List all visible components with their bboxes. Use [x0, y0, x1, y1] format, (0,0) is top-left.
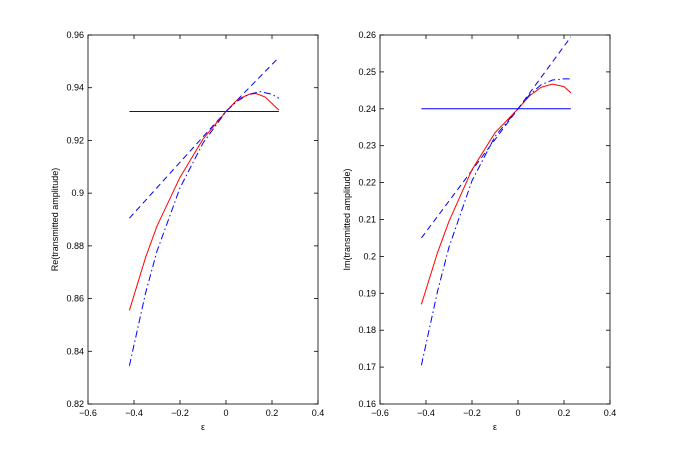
x-tick-label: −0.6	[371, 408, 389, 418]
x-axis-label: ε	[201, 422, 205, 432]
x-tick-label: −0.6	[79, 408, 97, 418]
series-line-dashdot-3	[420, 78, 571, 366]
y-tick-label: 0.25	[358, 67, 376, 77]
series-line-dashdot-3	[128, 91, 280, 366]
y-tick-label: 0.19	[358, 288, 376, 298]
im-amplitude-panel: −0.6 −0.4 −0.2 0 0.2 0.4 0.16 0.17 0.18 0.19 0.2 0.…	[342, 30, 616, 432]
x-tick-label: 0.4	[604, 408, 617, 418]
y-tick-label: 0.9	[71, 188, 84, 198]
x-axis-label: ε	[493, 422, 497, 432]
x-tick-label: 0.2	[266, 408, 279, 418]
x-tick-label: 0.4	[312, 408, 325, 418]
y-tick-label: 0.2	[363, 251, 376, 261]
y-tick-label: 0.26	[358, 30, 376, 40]
x-tick-label: 0	[515, 408, 520, 418]
y-tick-label: 0.23	[358, 141, 376, 151]
y-tick-label: 0.21	[358, 215, 376, 225]
y-axis-label: Re(transmitted amplitude)	[50, 168, 60, 272]
y-tick-label: 0.16	[358, 399, 376, 409]
series-line-solid-2	[128, 93, 280, 311]
y-axis-label: Im(transmitted amplitude)	[342, 168, 352, 270]
y-tick-label: 0.94	[66, 83, 84, 93]
x-tick-label: 0.2	[558, 408, 571, 418]
y-tick-label: 0.96	[66, 30, 84, 40]
y-tick-label: 0.17	[358, 362, 376, 372]
re-amplitude-panel: −0.6 −0.4 −0.2 0 0.2 0.4 0.82 0.84 0.86 0.88 0.9 0.…	[50, 30, 324, 432]
x-tick-label: −0.4	[125, 408, 143, 418]
y-tick-label: 0.84	[66, 346, 84, 356]
y-tick-label: 0.86	[66, 294, 84, 304]
x-tick-label: 0	[223, 408, 228, 418]
plot-frame	[87, 34, 319, 405]
y-tick-label: 0.92	[66, 135, 84, 145]
y-tick-label: 0.24	[358, 104, 376, 114]
y-tick-label: 0.22	[358, 178, 376, 188]
y-tick-label: 0.88	[66, 241, 84, 251]
x-tick-label: −0.2	[171, 408, 189, 418]
x-tick-label: −0.2	[463, 408, 481, 418]
x-tick-label: −0.4	[417, 408, 435, 418]
y-tick-label: 0.82	[66, 399, 84, 409]
y-tick-label: 0.18	[358, 325, 376, 335]
